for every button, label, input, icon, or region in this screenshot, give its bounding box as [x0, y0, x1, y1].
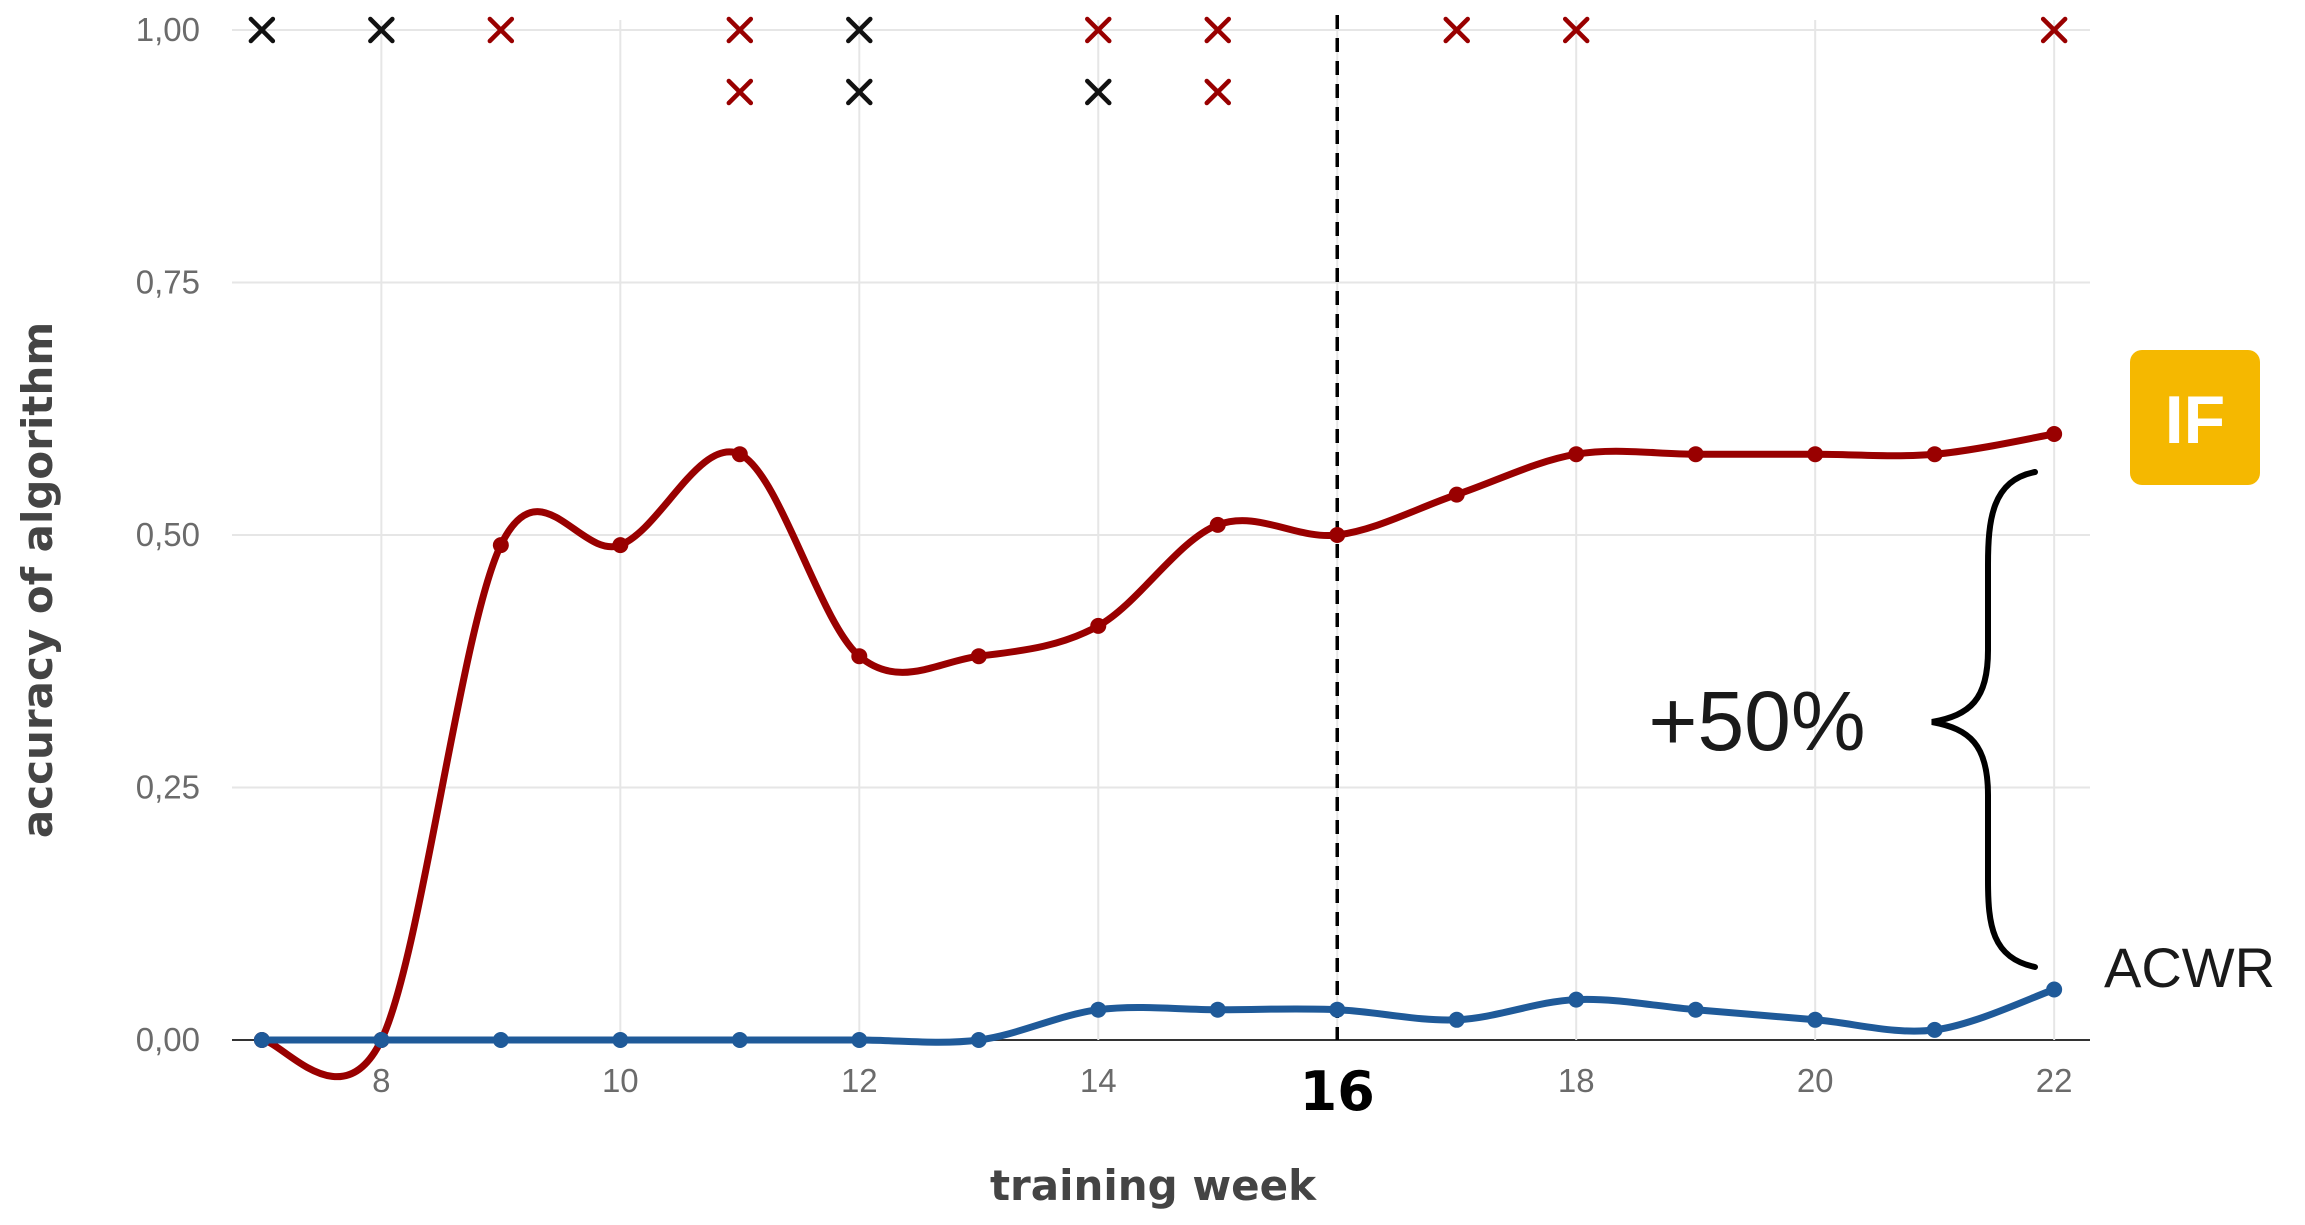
x-tick-label: 10 [602, 1062, 639, 1099]
data-point [970, 1032, 987, 1048]
data-point [1329, 1001, 1346, 1018]
y-tick-label: 0,50 [136, 516, 200, 553]
x-tick-label-highlight: 16 [1300, 1060, 1375, 1123]
data-point [492, 1032, 509, 1048]
event-marker [1204, 16, 1232, 44]
data-point [1090, 617, 1107, 634]
event-marker [368, 16, 395, 44]
if-badge-label: IF [2165, 382, 2225, 458]
data-point [612, 1032, 629, 1048]
event-marker [846, 78, 873, 106]
data-point [1448, 1011, 1465, 1028]
data-point [1687, 1001, 1704, 1018]
data-point [1448, 486, 1465, 503]
event-marker [846, 16, 873, 44]
event-marker [1443, 16, 1470, 44]
event-marker [726, 78, 754, 106]
data-point [1807, 446, 1824, 463]
x-tick-label: 12 [841, 1062, 878, 1099]
event-marker [726, 16, 754, 44]
data-point [1209, 1001, 1226, 1018]
data-point [851, 1032, 868, 1048]
data-point [851, 648, 868, 665]
x-tick-label: 14 [1080, 1062, 1117, 1099]
y-tick-label: 1,00 [136, 11, 200, 48]
data-point [253, 1032, 270, 1048]
x-axis-title: training week [990, 1161, 1317, 1210]
data-point [731, 1032, 748, 1048]
data-point [970, 648, 987, 665]
acwr-label: ACWR [2104, 936, 2275, 999]
y-axis-title: accuracy of algorithm [13, 322, 62, 838]
x-tick-label: 20 [1797, 1062, 1834, 1099]
gap-label: +50% [1648, 674, 1865, 768]
data-point [1926, 1021, 1943, 1038]
data-point [1687, 446, 1704, 463]
y-tick-label: 0,00 [136, 1021, 200, 1058]
event-marker [1085, 16, 1112, 44]
event-marker [2040, 16, 2068, 44]
grid-lines [232, 20, 2090, 1041]
x-tick-label: 22 [2036, 1062, 2073, 1099]
data-point [1926, 446, 1943, 463]
if-badge [2130, 350, 2260, 485]
event-marker [487, 16, 515, 44]
data-point [731, 446, 748, 463]
gap-brace [1931, 469, 2038, 970]
series-layer [253, 426, 2063, 1081]
data-point [1807, 1011, 1824, 1028]
data-point [1090, 1001, 1107, 1018]
event-markers [248, 16, 2068, 106]
data-point [2046, 426, 2063, 442]
data-point [373, 1032, 390, 1048]
event-marker [1204, 78, 1232, 106]
event-marker [1085, 78, 1112, 106]
data-point [1329, 527, 1346, 543]
x-tick-label: 18 [1558, 1062, 1595, 1099]
data-point [2046, 981, 2063, 998]
tick-labels: 0,00 0,25 0,50 0,75 1,00 8 10 12 14 16 18 20 22 [136, 11, 2073, 1123]
data-point [1568, 991, 1585, 1008]
data-point [1209, 516, 1226, 533]
y-tick-label: 0,25 [136, 769, 200, 806]
x-tick-label: 8 [372, 1062, 390, 1099]
event-marker [248, 16, 276, 44]
data-point [1568, 446, 1585, 463]
event-marker [1562, 16, 1590, 44]
y-tick-label: 0,75 [136, 264, 200, 301]
series-line [258, 986, 2058, 1046]
data-point [492, 537, 509, 554]
series-acwr [253, 981, 2063, 1048]
data-point [612, 537, 629, 554]
